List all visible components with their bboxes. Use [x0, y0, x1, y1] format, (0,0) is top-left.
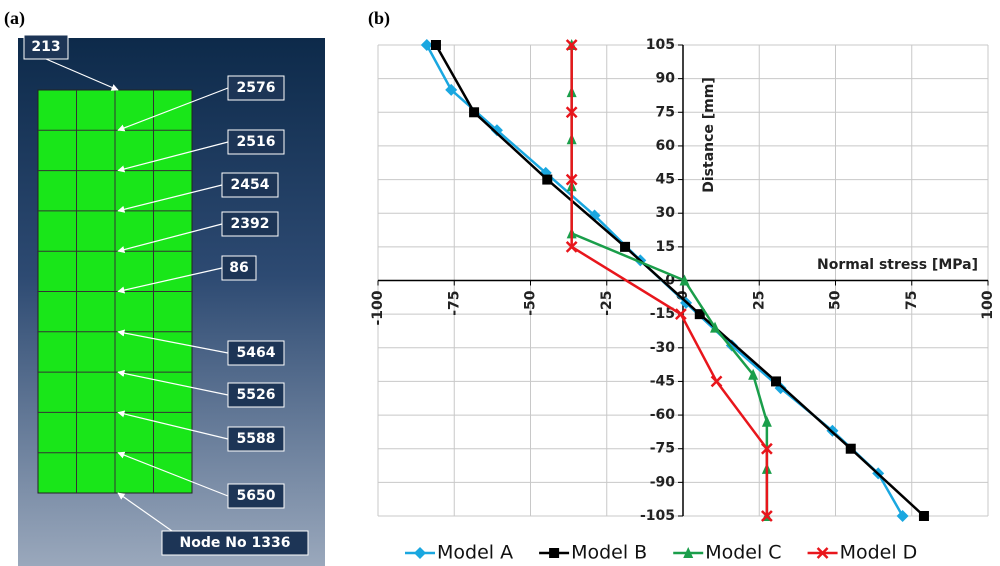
node-label: 5650	[237, 488, 276, 504]
figure: (a) (b) 213 2576 2516 2454 2392 86 5464 5526 558…	[0, 0, 1000, 566]
y-tick-label: 30	[656, 205, 676, 221]
y-tick-label: 15	[656, 239, 675, 255]
y-tick-label: -60	[650, 407, 676, 423]
legend-label: Model B	[571, 542, 647, 564]
panel-label: (a)	[4, 8, 25, 29]
y-tick-label: 105	[646, 37, 675, 53]
y-tick-label: -105	[640, 508, 675, 524]
y-tick-label: 45	[656, 172, 675, 188]
y-tick-label: 60	[656, 138, 676, 154]
marker	[771, 376, 781, 386]
y-tick-label: 90	[656, 71, 676, 87]
x-tick-label: 75	[904, 291, 920, 310]
marker	[469, 107, 479, 117]
node-label: 2392	[231, 216, 270, 232]
node-label: 5526	[237, 387, 276, 403]
x-tick-label: 25	[751, 291, 767, 310]
y-tick-label: 75	[656, 104, 675, 120]
x-axis-title: Normal stress [MPa]	[817, 257, 978, 273]
node-label: 5588	[237, 431, 276, 447]
legend-label: Model A	[437, 542, 513, 564]
marker	[620, 242, 630, 252]
node-label: 5464	[237, 345, 276, 361]
y-tick-label: -90	[650, 474, 676, 490]
x-tick-label: -25	[599, 291, 615, 316]
node-label: 2576	[237, 80, 276, 96]
marker	[414, 547, 426, 559]
y-tick-label: -30	[650, 340, 676, 356]
legend-label: Model C	[705, 542, 781, 564]
node-label: 2454	[231, 177, 270, 193]
x-tick-label: -100	[370, 290, 386, 325]
marker	[846, 444, 856, 454]
x-tick-label: -50	[523, 290, 539, 316]
node-label: 2516	[237, 134, 276, 150]
marker	[431, 40, 441, 50]
marker	[549, 548, 559, 558]
x-tick-label: 50	[828, 290, 844, 310]
y-tick-label: -75	[650, 441, 675, 457]
panel-label: (b)	[368, 8, 390, 29]
y-tick-label: -45	[650, 373, 675, 389]
chart: -105-90-75-60-45-30-150153045607590105-1…	[370, 37, 996, 564]
y-axis-title: Distance [mm]	[701, 77, 717, 193]
x-tick-label: -75	[446, 291, 462, 316]
marker	[919, 511, 929, 521]
marker	[762, 416, 772, 427]
node-label: 213	[31, 39, 60, 55]
legend-label: Model D	[840, 542, 918, 564]
marker	[897, 510, 909, 522]
node-label: 86	[229, 260, 248, 276]
marker	[542, 175, 552, 185]
node-label: Node No 1336	[180, 535, 291, 551]
page: {"panel_a": {"label": "(a)", "nodes": ["…	[0, 0, 1000, 566]
x-tick-label: 100	[980, 290, 996, 319]
